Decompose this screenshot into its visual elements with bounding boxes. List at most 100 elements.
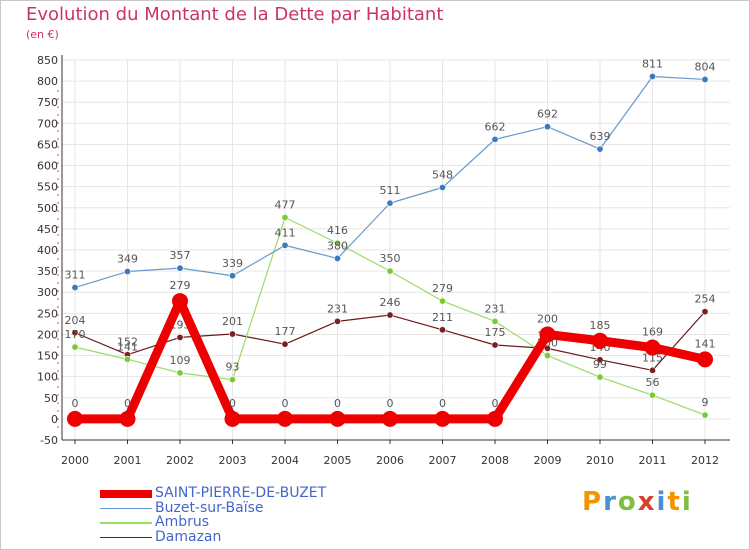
data-point-ambrus: [386, 267, 394, 275]
data-point-damazan: [71, 329, 79, 337]
legend-label-saint-pierre-de-buzet: SAINT-PIERRE-DE-BUZET: [155, 485, 327, 501]
data-label-buzet-sur-ba-se: 339: [222, 257, 243, 270]
data-label-saint-pierre-de-buzet: 141: [695, 337, 716, 350]
data-point-ambrus: [648, 391, 656, 399]
data-point-damazan: [596, 356, 604, 364]
x-tick-label: 2000: [61, 454, 89, 467]
x-tick-label: 2003: [219, 454, 247, 467]
y-tick-label: 100: [37, 371, 58, 384]
data-label-damazan: 211: [432, 311, 453, 324]
legend-swatch-buzet-sur-ba-se: [100, 507, 152, 509]
brand-letter: x: [637, 487, 657, 517]
data-label-ambrus: 350: [380, 252, 401, 265]
data-point-buzet-sur-ba-se: [701, 75, 709, 83]
data-point-buzet-sur-ba-se: [71, 284, 79, 292]
y-tick-label: 800: [37, 75, 58, 88]
data-point-buzet-sur-ba-se: [648, 72, 656, 80]
data-label-buzet-sur-ba-se: 692: [537, 108, 558, 121]
data-label-ambrus: 477: [275, 198, 296, 211]
data-label-ambrus: 109: [170, 354, 191, 367]
data-label-damazan: 204: [65, 314, 86, 327]
data-point-buzet-sur-ba-se: [491, 135, 499, 143]
data-point-ambrus: [491, 317, 499, 325]
data-label-buzet-sur-ba-se: 662: [485, 120, 506, 133]
data-label-saint-pierre-de-buzet: 0: [282, 397, 289, 410]
data-label-ambrus: 93: [226, 361, 240, 374]
data-label-buzet-sur-ba-se: 357: [170, 249, 191, 262]
data-point-saint-pierre-de-buzet: [697, 351, 713, 368]
x-tick-label: 2004: [271, 454, 299, 467]
data-label-buzet-sur-ba-se: 311: [65, 269, 86, 282]
y-tick-label: 350: [37, 265, 58, 278]
data-label-saint-pierre-de-buzet: 0: [229, 397, 236, 410]
data-point-saint-pierre-de-buzet: [172, 293, 188, 310]
data-label-buzet-sur-ba-se: 380: [327, 239, 348, 252]
x-tick-label: 2007: [429, 454, 457, 467]
data-point-ambrus: [229, 376, 237, 384]
data-label-damazan: 177: [275, 325, 296, 338]
data-label-damazan: 152: [117, 336, 138, 349]
y-tick-label: 0: [51, 413, 58, 426]
data-label-buzet-sur-ba-se: 548: [432, 169, 453, 182]
data-label-ambrus: 9: [702, 396, 709, 409]
y-tick-label: 600: [37, 160, 58, 173]
data-label-ambrus: 56: [646, 376, 660, 389]
x-tick-label: 2011: [639, 454, 667, 467]
legend-label-buzet-sur-ba-se: Buzet-sur-Baïse: [155, 499, 264, 516]
data-point-ambrus: [71, 343, 79, 351]
data-label-saint-pierre-de-buzet: 0: [72, 397, 79, 410]
data-label-ambrus: 279: [432, 282, 453, 295]
y-tick-label: 250: [37, 307, 58, 320]
data-point-buzet-sur-ba-se: [281, 241, 289, 249]
data-label-ambrus: 99: [593, 358, 607, 371]
data-point-saint-pierre-de-buzet: [119, 410, 136, 427]
data-point-damazan: [438, 326, 446, 334]
y-tick-label: 700: [37, 117, 58, 130]
chart-title: Evolution du Montant de la Dette par Hab…: [26, 4, 444, 25]
y-tick-label: 50: [44, 392, 58, 405]
data-label-buzet-sur-ba-se: 639: [590, 130, 611, 143]
data-point-saint-pierre-de-buzet: [329, 410, 346, 427]
y-tick-label: 750: [37, 96, 58, 109]
data-label-buzet-sur-ba-se: 804: [695, 60, 716, 73]
brand-letter: o: [617, 487, 638, 517]
data-point-saint-pierre-de-buzet: [487, 410, 503, 427]
data-point-buzet-sur-ba-se: [386, 199, 394, 207]
data-point-damazan: [333, 317, 341, 325]
y-tick-label: 400: [37, 244, 58, 257]
data-point-ambrus: [596, 373, 604, 381]
data-point-ambrus: [543, 352, 551, 360]
data-point-damazan: [648, 366, 656, 374]
x-tick-label: 2012: [691, 454, 719, 467]
x-tick-label: 2010: [586, 454, 614, 467]
data-label-buzet-sur-ba-se: 811: [642, 57, 663, 70]
data-point-damazan: [229, 330, 237, 338]
data-label-ambrus: 170: [65, 328, 86, 341]
x-tick-label: 2001: [114, 454, 142, 467]
data-label-damazan: 115: [642, 351, 663, 364]
legend-swatch-saint-pierre-de-buzet: [100, 490, 152, 498]
data-label-saint-pierre-de-buzet: 200: [537, 312, 558, 325]
data-label-ambrus: 416: [327, 224, 348, 237]
y-tick-label: 200: [37, 328, 58, 341]
y-tick-label: 300: [37, 286, 58, 299]
data-point-saint-pierre-de-buzet: [277, 410, 293, 427]
brand-letter: P: [582, 487, 604, 517]
data-label-saint-pierre-de-buzet: 0: [124, 397, 131, 410]
legend-swatch-damazan: [100, 536, 152, 538]
y-tick-label: 650: [37, 138, 58, 151]
data-point-damazan: [491, 341, 499, 349]
data-point-buzet-sur-ba-se: [229, 272, 237, 280]
x-tick-label: 2009: [534, 454, 562, 467]
data-point-damazan: [176, 333, 184, 341]
data-point-saint-pierre-de-buzet: [592, 332, 608, 349]
data-label-saint-pierre-de-buzet: 185: [590, 319, 611, 332]
y-tick-label: -50: [40, 434, 58, 447]
data-label-saint-pierre-de-buzet: 0: [439, 397, 446, 410]
y-tick-label: 150: [37, 350, 58, 363]
y-tick-label: 850: [37, 54, 58, 67]
data-label-damazan: 175: [485, 326, 506, 339]
x-tick-label: 2005: [324, 454, 352, 467]
y-tick-label: 500: [37, 202, 58, 215]
